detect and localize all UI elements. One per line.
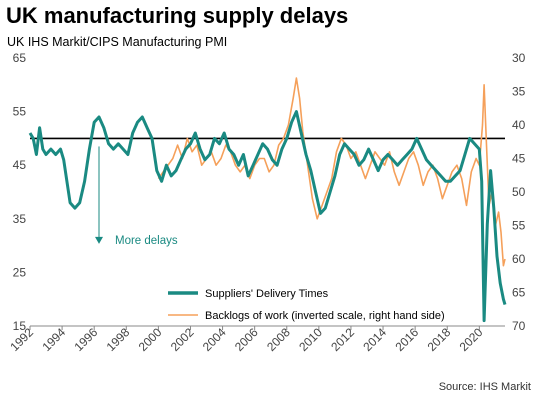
left-tick-label: 45 bbox=[13, 158, 27, 172]
right-tick-label: 40 bbox=[512, 118, 526, 132]
annotation: More delays bbox=[95, 146, 178, 247]
legend-label-suppliers: Suppliers' Delivery Times bbox=[205, 288, 329, 300]
legend: Suppliers' Delivery Times Backlogs of wo… bbox=[168, 288, 445, 322]
chart-title: UK manufacturing supply delays bbox=[6, 3, 348, 28]
right-tick-label: 50 bbox=[512, 185, 526, 199]
right-tick-label: 35 bbox=[512, 85, 526, 99]
right-axis: 30 35 40 45 50 55 60 65 70 bbox=[512, 51, 526, 333]
x-tick-label: 2006 bbox=[232, 325, 261, 354]
left-axis: 65 55 45 35 25 15 bbox=[13, 51, 27, 333]
left-tick-label: 25 bbox=[13, 265, 27, 279]
x-tick-label: 2014 bbox=[360, 325, 389, 354]
x-tick-label: 2012 bbox=[328, 325, 357, 354]
legend-label-backlogs: Backlogs of work (inverted scale, right … bbox=[205, 310, 445, 322]
left-tick-label: 15 bbox=[13, 319, 27, 333]
x-tick-label: 1996 bbox=[72, 325, 101, 354]
x-tick-label: 2016 bbox=[392, 325, 421, 354]
left-tick-label: 55 bbox=[13, 105, 27, 119]
x-tick-label: 2008 bbox=[264, 325, 293, 354]
x-tick-label: 2002 bbox=[168, 325, 197, 354]
series-line-suppliers bbox=[28, 110, 507, 323]
source-note: Source: IHS Markit bbox=[439, 381, 531, 393]
x-tick-label: 2020 bbox=[457, 325, 486, 354]
right-tick-label: 55 bbox=[512, 219, 526, 233]
right-tick-label: 30 bbox=[512, 51, 526, 65]
x-axis: 1992 1994 1996 1998 2000 2002 2004 2006 2008 2010… bbox=[7, 325, 485, 354]
right-tick-label: 45 bbox=[512, 152, 526, 166]
left-tick-label: 65 bbox=[13, 51, 27, 65]
x-tick-label: 2010 bbox=[296, 325, 325, 354]
right-tick-label: 60 bbox=[512, 252, 526, 266]
x-tick-label: 2018 bbox=[425, 325, 454, 354]
right-tick-label: 70 bbox=[512, 319, 526, 333]
annotation-text: More delays bbox=[115, 235, 178, 247]
x-tick-label: 2004 bbox=[200, 325, 229, 354]
x-tick-label: 1998 bbox=[104, 325, 133, 354]
right-tick-label: 65 bbox=[512, 286, 526, 300]
x-tick-label: 2000 bbox=[136, 325, 165, 354]
chart-subtitle: UK IHS Markit/CIPS Manufacturing PMI bbox=[7, 35, 227, 49]
series-line-backlogs bbox=[157, 77, 506, 267]
x-tick-label: 1994 bbox=[39, 325, 68, 354]
left-tick-label: 35 bbox=[13, 212, 27, 226]
annotation-arrow-head bbox=[95, 236, 104, 244]
